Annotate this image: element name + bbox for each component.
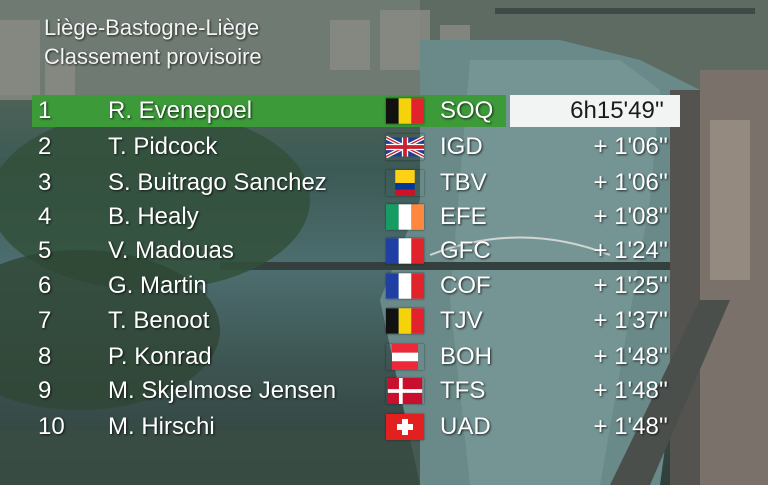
standings-row: 5 V. Madouas GFC + 1'24'': [0, 234, 768, 268]
standings-row: 1 R. Evenepoel SOQ 6h15'49'': [0, 94, 768, 128]
position-number: 7: [38, 307, 52, 334]
team-code: TJV: [440, 307, 483, 334]
position-number: 3: [38, 169, 52, 196]
position-number: 10: [38, 413, 65, 440]
team-code: EFE: [440, 203, 487, 230]
standings-row: 9 M. Skjelmose Jensen TFS + 1'48'': [0, 374, 768, 408]
time-gap: + 1'08'': [593, 203, 668, 230]
position-number: 8: [38, 343, 52, 370]
belgium-flag: [386, 98, 424, 124]
position-number: 2: [38, 133, 52, 160]
team-code: SOQ: [440, 97, 494, 124]
position-number: 5: [38, 237, 52, 264]
standings-row: 10 M. Hirschi UAD + 1'48'': [0, 410, 768, 444]
time-gap: + 1'06'': [593, 133, 668, 160]
team-code: GFC: [440, 237, 491, 264]
team-code: COF: [440, 272, 491, 299]
team-code: IGD: [440, 133, 483, 160]
time-gap: + 1'48'': [593, 377, 668, 404]
rider-name: R. Evenepoel: [108, 97, 253, 124]
standings-row: 6 G. Martin COF + 1'25'': [0, 269, 768, 303]
standings-row: 8 P. Konrad BOH + 1'48'': [0, 340, 768, 374]
leader-highlight-bar: [32, 95, 506, 127]
team-code: TBV: [440, 169, 487, 196]
winning-time: 6h15'49'': [570, 97, 664, 124]
team-code: BOH: [440, 343, 493, 370]
rider-name: S. Buitrago Sanchez: [108, 169, 327, 196]
austria-flag: [386, 344, 424, 370]
leader-time-box: [510, 95, 680, 127]
rider-name: T. Pidcock: [108, 133, 218, 160]
rider-name: M. Skjelmose Jensen: [108, 377, 337, 404]
position-number: 4: [38, 203, 52, 230]
colombia-flag: [386, 170, 424, 196]
position-number: 1: [38, 97, 52, 124]
standings-subtitle: Classement provisoire: [44, 44, 262, 69]
time-gap: + 1'06'': [593, 169, 668, 196]
france-flag: [386, 273, 424, 299]
belgium-flag: [386, 308, 424, 334]
ireland-flag: [386, 204, 424, 230]
rider-name: M. Hirschi: [108, 413, 215, 440]
time-gap: + 1'48'': [593, 343, 668, 370]
position-number: 6: [38, 272, 52, 299]
rider-name: V. Madouas: [108, 237, 234, 264]
time-gap: + 1'25'': [593, 272, 668, 299]
switzerland-flag: [386, 414, 424, 440]
standings-row: 2 T. Pidcock IGD + 1'06'': [0, 130, 768, 164]
rider-name: G. Martin: [108, 272, 207, 299]
united-kingdom-flag: [386, 134, 424, 160]
rider-name: B. Healy: [108, 203, 199, 230]
standings-row: 3 S. Buitrago Sanchez TBV + 1'06'': [0, 166, 768, 200]
denmark-flag: [386, 378, 424, 404]
team-code: UAD: [440, 413, 491, 440]
time-gap: + 1'48'': [593, 413, 668, 440]
race-title: Liège-Bastogne-Liège: [44, 15, 260, 40]
standings-row: 4 B. Healy EFE + 1'08'': [0, 200, 768, 234]
time-gap: + 1'37'': [593, 307, 668, 334]
rider-name: P. Konrad: [108, 343, 212, 370]
rider-name: T. Benoot: [108, 307, 210, 334]
team-code: TFS: [440, 377, 486, 404]
time-gap: + 1'24'': [593, 237, 668, 264]
standings-row: 7 T. Benoot TJV + 1'37'': [0, 304, 768, 338]
france-flag: [386, 238, 424, 264]
position-number: 9: [38, 377, 52, 404]
